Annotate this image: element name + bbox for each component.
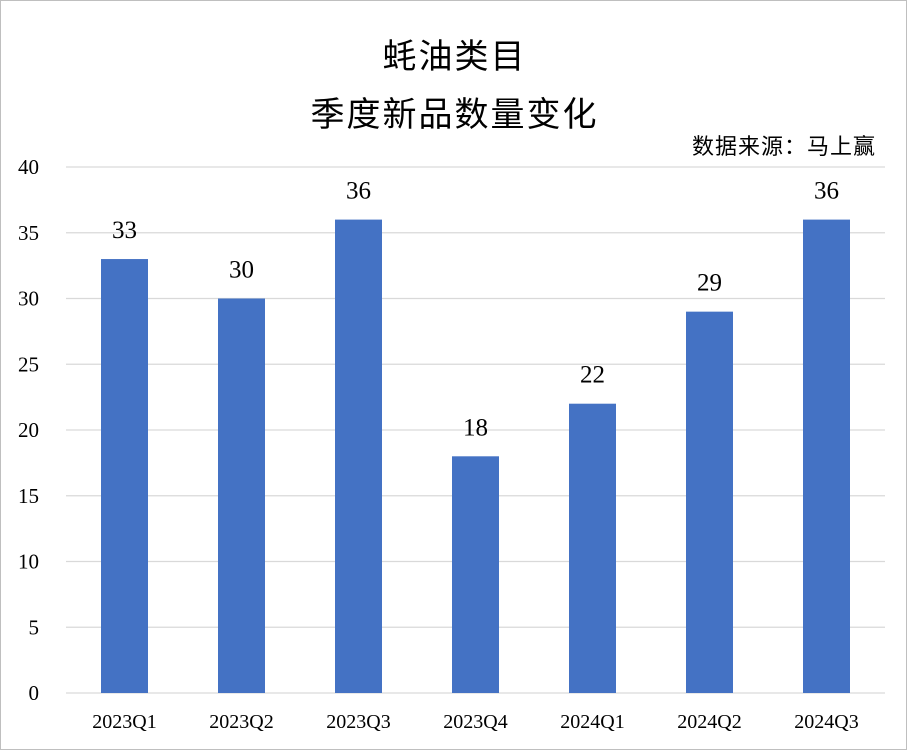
bar-2023Q2 bbox=[218, 298, 265, 693]
x-tick-label: 2023Q4 bbox=[443, 711, 507, 733]
bar-2023Q3 bbox=[335, 219, 382, 693]
chart-title: 蚝油类目 bbox=[382, 37, 527, 77]
bar-2024Q3 bbox=[803, 219, 850, 693]
y-tick-label: 10 bbox=[18, 550, 39, 574]
y-tick-label: 40 bbox=[18, 155, 39, 179]
bar-2024Q2 bbox=[686, 311, 733, 693]
data-label: 30 bbox=[229, 257, 254, 284]
x-tick-label: 2024Q3 bbox=[794, 711, 858, 733]
x-tick-label: 2024Q2 bbox=[677, 711, 741, 733]
data-source-note: 数据来源：马上赢 bbox=[691, 135, 876, 160]
y-tick-label: 20 bbox=[18, 418, 39, 442]
data-label: 36 bbox=[346, 178, 371, 205]
data-label: 33 bbox=[112, 217, 137, 244]
x-tick-label: 2024Q1 bbox=[560, 711, 624, 733]
y-tick-label: 0 bbox=[29, 681, 40, 705]
y-tick-label: 30 bbox=[18, 287, 39, 311]
data-label: 18 bbox=[463, 414, 488, 441]
x-tick-label: 2023Q3 bbox=[326, 711, 390, 733]
y-tick-label: 15 bbox=[18, 484, 39, 508]
bar-2023Q4 bbox=[452, 456, 499, 693]
bar-2024Q1 bbox=[569, 403, 616, 693]
y-tick-label: 35 bbox=[18, 221, 39, 245]
x-tick-label: 2023Q1 bbox=[92, 711, 156, 733]
x-tick-label: 2023Q2 bbox=[209, 711, 273, 733]
y-tick-label: 5 bbox=[29, 615, 40, 639]
data-label: 22 bbox=[580, 362, 605, 389]
y-tick-label: 25 bbox=[18, 352, 39, 376]
bar-2023Q1 bbox=[101, 259, 148, 693]
chart-subtitle: 季度新品数量变化 bbox=[310, 95, 599, 135]
data-label: 36 bbox=[814, 178, 839, 205]
data-label: 29 bbox=[697, 270, 722, 297]
